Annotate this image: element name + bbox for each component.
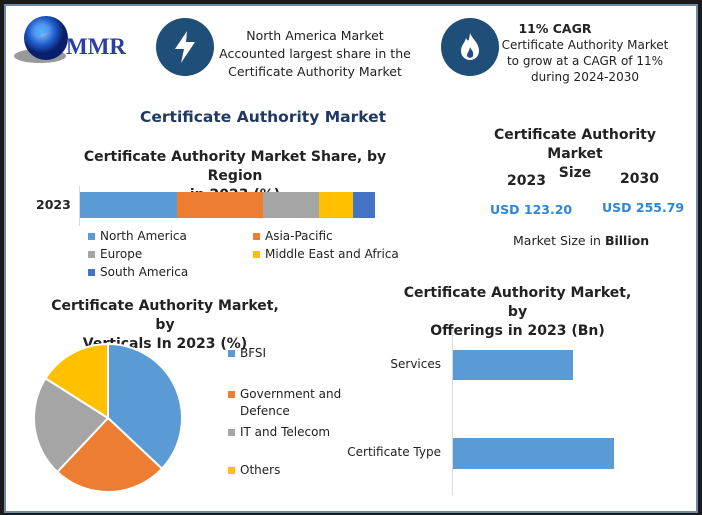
legend-swatch — [228, 429, 235, 436]
title-line: Certificate Authority Market Share, by R… — [83, 149, 387, 184]
legend-label: South America — [100, 265, 189, 279]
info1-line: Certificate Authority Market — [228, 64, 402, 79]
legend-label: Asia-Pacific — [265, 229, 333, 243]
info2-line: to grow at a CAGR of 11% — [506, 54, 664, 68]
offerings-label-certificate-type: Certificate Type — [347, 445, 441, 459]
legend-europe: Europe — [88, 247, 142, 261]
title-line: Certificate Authority Market, by — [403, 285, 632, 320]
year-2030: 2030 — [620, 171, 659, 187]
legend-swatch — [253, 232, 260, 240]
verticals-pie-chart — [33, 342, 183, 493]
info1-line: North America Market — [246, 28, 384, 43]
legend-label: BFSI — [240, 346, 267, 360]
value-2023: USD 123.20 — [490, 202, 573, 217]
info-north-america: North America Market Accounted largest s… — [212, 27, 418, 81]
legend-label: Government and — [240, 387, 342, 401]
year-2023: 2023 — [507, 173, 546, 189]
mmr-logo: MMR — [14, 12, 144, 72]
info2-line: Certificate Authority Market — [501, 38, 669, 52]
region-stacked-bar — [80, 192, 375, 218]
legend-swatch — [88, 250, 95, 258]
legend-asia-pacific: Asia-Pacific — [253, 229, 333, 243]
main-title: Certificate Authority Market — [140, 108, 387, 126]
legend-label: IT and Telecom — [240, 425, 331, 439]
legend-label: Middle East and Africa — [265, 247, 399, 261]
title-line: Certificate Authority Market — [494, 127, 656, 162]
info2-line: during 2024-2030 — [531, 70, 639, 84]
legend-label: North America — [100, 229, 187, 243]
legend-swatch — [228, 467, 235, 474]
title-line: Size — [558, 165, 592, 181]
offerings-axis — [452, 330, 453, 495]
offerings-chart-title: Certificate Authority Market, by Offerin… — [395, 284, 640, 341]
legend-bfsi: BFSI — [228, 345, 266, 362]
pie-slice-bfsi — [107, 342, 183, 471]
legend-south-america: South America — [88, 265, 188, 279]
legend-swatch — [88, 268, 95, 276]
offerings-bar-certificate-type — [453, 438, 615, 469]
info-cagr: 11% CAGR Certificate Authority Market to… — [500, 20, 670, 85]
info1-line: Accounted largest share in the — [219, 46, 411, 61]
region-segment-south-america — [352, 192, 375, 218]
legend-it-telecom: IT and Telecom — [228, 424, 330, 441]
legend-label: Others — [240, 463, 281, 477]
note-unit: Billion — [604, 233, 650, 248]
legend-north-america: North America — [88, 229, 187, 243]
legend-swatch — [228, 391, 235, 398]
lightning-icon — [156, 18, 214, 76]
legend-swatch — [88, 232, 95, 240]
legend-others: Others — [228, 462, 280, 479]
region-segment-europe — [262, 192, 319, 218]
offerings-bar-services — [453, 350, 573, 380]
legend-label: Europe — [100, 247, 143, 261]
cagr-title: 11% CAGR — [518, 21, 592, 36]
region-segment-middle-east-and-africa — [318, 192, 353, 218]
legend-swatch — [253, 250, 260, 258]
legend-mea: Middle East and Africa — [253, 247, 399, 261]
title-line: Certificate Authority Market, by — [51, 298, 279, 333]
legend-swatch — [228, 350, 235, 357]
market-size-title: Certificate Authority Market Size — [470, 126, 680, 183]
globe-icon — [14, 16, 68, 63]
flame-icon — [441, 18, 499, 76]
legend-government: Government and Defence — [228, 386, 341, 420]
region-axis — [79, 186, 80, 226]
legend-label: Defence — [240, 404, 290, 418]
note-text: Market Size in — [513, 233, 605, 248]
pie-slice-it-and-telecom — [33, 376, 110, 474]
market-size-note: Market Size in Billion — [513, 233, 649, 248]
region-segment-asia-pacific — [177, 192, 263, 218]
offerings-label-services: Services — [390, 357, 441, 371]
pie-slice-government-and-defence — [55, 416, 164, 493]
logo-text: MMR — [66, 34, 127, 59]
value-2030: USD 255.79 — [602, 200, 685, 215]
pie-slice-others — [44, 342, 109, 420]
region-segment-north-america — [80, 192, 178, 218]
title-line: Offerings in 2023 (Bn) — [430, 323, 605, 339]
region-category-label: 2023 — [36, 197, 71, 212]
